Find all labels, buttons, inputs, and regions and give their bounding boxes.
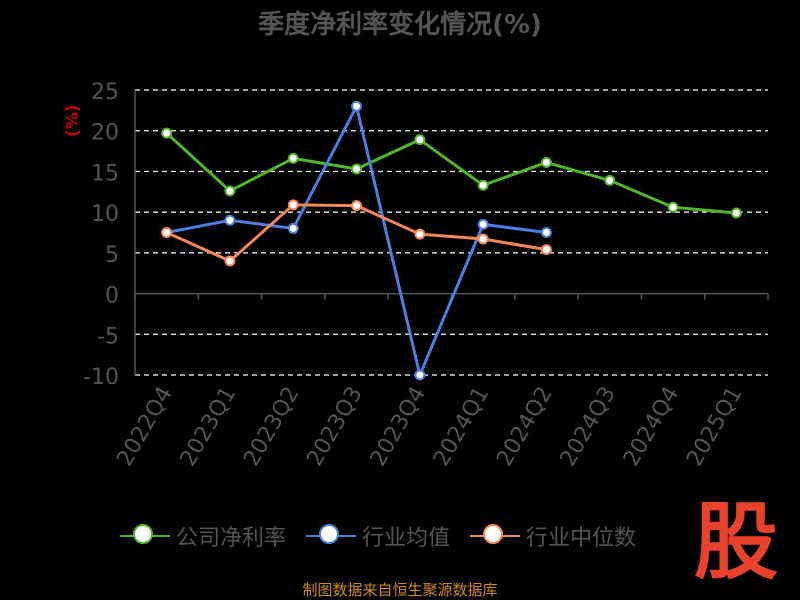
legend-item-industry-median[interactable]: 行业中位数 xyxy=(470,520,636,552)
y-tick-label: 10 xyxy=(91,202,119,227)
x-tick-label: 2023Q2 xyxy=(239,383,304,471)
legend-marker-industry-median xyxy=(483,524,504,544)
data-point-industry-median[interactable] xyxy=(287,199,299,211)
data-source-note: 制图数据来自恒生聚源数据库 xyxy=(302,581,498,599)
y-tick-label: -10 xyxy=(83,365,119,390)
y-tick-label: -5 xyxy=(97,324,119,349)
data-point-industry-mean[interactable] xyxy=(540,227,552,238)
data-point-company[interactable] xyxy=(667,201,679,213)
x-tick-label: 2023Q1 xyxy=(176,383,241,471)
data-point-industry-median[interactable] xyxy=(540,244,552,256)
y-tick-label: 15 xyxy=(91,161,119,186)
data-point-company[interactable] xyxy=(161,127,173,139)
legend-item-company[interactable]: 公司净利率 xyxy=(120,520,286,552)
x-tick-label: 2025Q1 xyxy=(682,383,747,471)
legend-item-industry-mean[interactable]: 行业均值 xyxy=(306,520,450,552)
y-tick-label: 0 xyxy=(105,284,119,309)
axis-layer: 2520151050-5-102022Q42023Q12023Q22023Q32… xyxy=(83,80,769,471)
data-point-industry-mean[interactable] xyxy=(351,100,363,112)
x-tick-label: 2022Q4 xyxy=(113,383,178,471)
data-point-company[interactable] xyxy=(287,152,299,164)
legend-line-industry-median xyxy=(470,524,521,544)
legend-marker-industry-mean xyxy=(319,524,340,544)
data-point-industry-mean[interactable] xyxy=(414,369,426,381)
series-layer xyxy=(161,100,742,381)
data-point-company[interactable] xyxy=(351,163,363,175)
legend-label-company: 公司净利率 xyxy=(176,526,287,551)
x-tick-label: 2023Q3 xyxy=(302,383,367,471)
data-point-company[interactable] xyxy=(477,179,489,191)
data-point-industry-median[interactable] xyxy=(477,233,489,245)
data-point-company[interactable] xyxy=(604,174,616,186)
legend-line-industry-mean xyxy=(306,524,357,544)
data-point-industry-median[interactable] xyxy=(351,200,363,212)
data-point-industry-mean[interactable] xyxy=(224,214,236,226)
data-point-company[interactable] xyxy=(540,156,552,168)
legend-line-company xyxy=(120,524,170,544)
data-point-company[interactable] xyxy=(224,185,236,197)
x-tick-label: 2023Q4 xyxy=(366,382,431,470)
x-tick-label: 2024Q4 xyxy=(619,383,684,471)
y-tick-label: 5 xyxy=(105,243,119,268)
chart-title: 季度净利率变化情况(%) xyxy=(258,10,542,40)
data-point-company[interactable] xyxy=(414,134,426,146)
data-point-industry-mean[interactable] xyxy=(477,218,489,230)
x-tick-label: 2024Q1 xyxy=(429,383,494,471)
watermark-logo: 股 xyxy=(693,493,778,591)
chart-legend: 公司净利率 行业均值 行业中位数 xyxy=(120,520,656,552)
data-point-industry-median[interactable] xyxy=(224,255,236,267)
series-line-company xyxy=(165,132,737,215)
data-point-industry-median[interactable] xyxy=(414,228,426,240)
y-tick-label: 25 xyxy=(91,80,119,105)
x-tick-label: 2024Q2 xyxy=(492,383,557,471)
x-tick-label: 2024Q3 xyxy=(556,383,621,471)
data-point-industry-mean[interactable] xyxy=(287,222,299,234)
y-tick-label: 20 xyxy=(91,121,119,146)
legend-label-industry-mean: 行业均值 xyxy=(362,526,451,551)
legend-label-industry-median: 行业中位数 xyxy=(526,526,637,551)
data-point-industry-median[interactable] xyxy=(161,227,173,238)
data-point-company[interactable] xyxy=(730,207,742,219)
legend-marker-company xyxy=(133,524,153,544)
grid-layer xyxy=(135,89,768,376)
